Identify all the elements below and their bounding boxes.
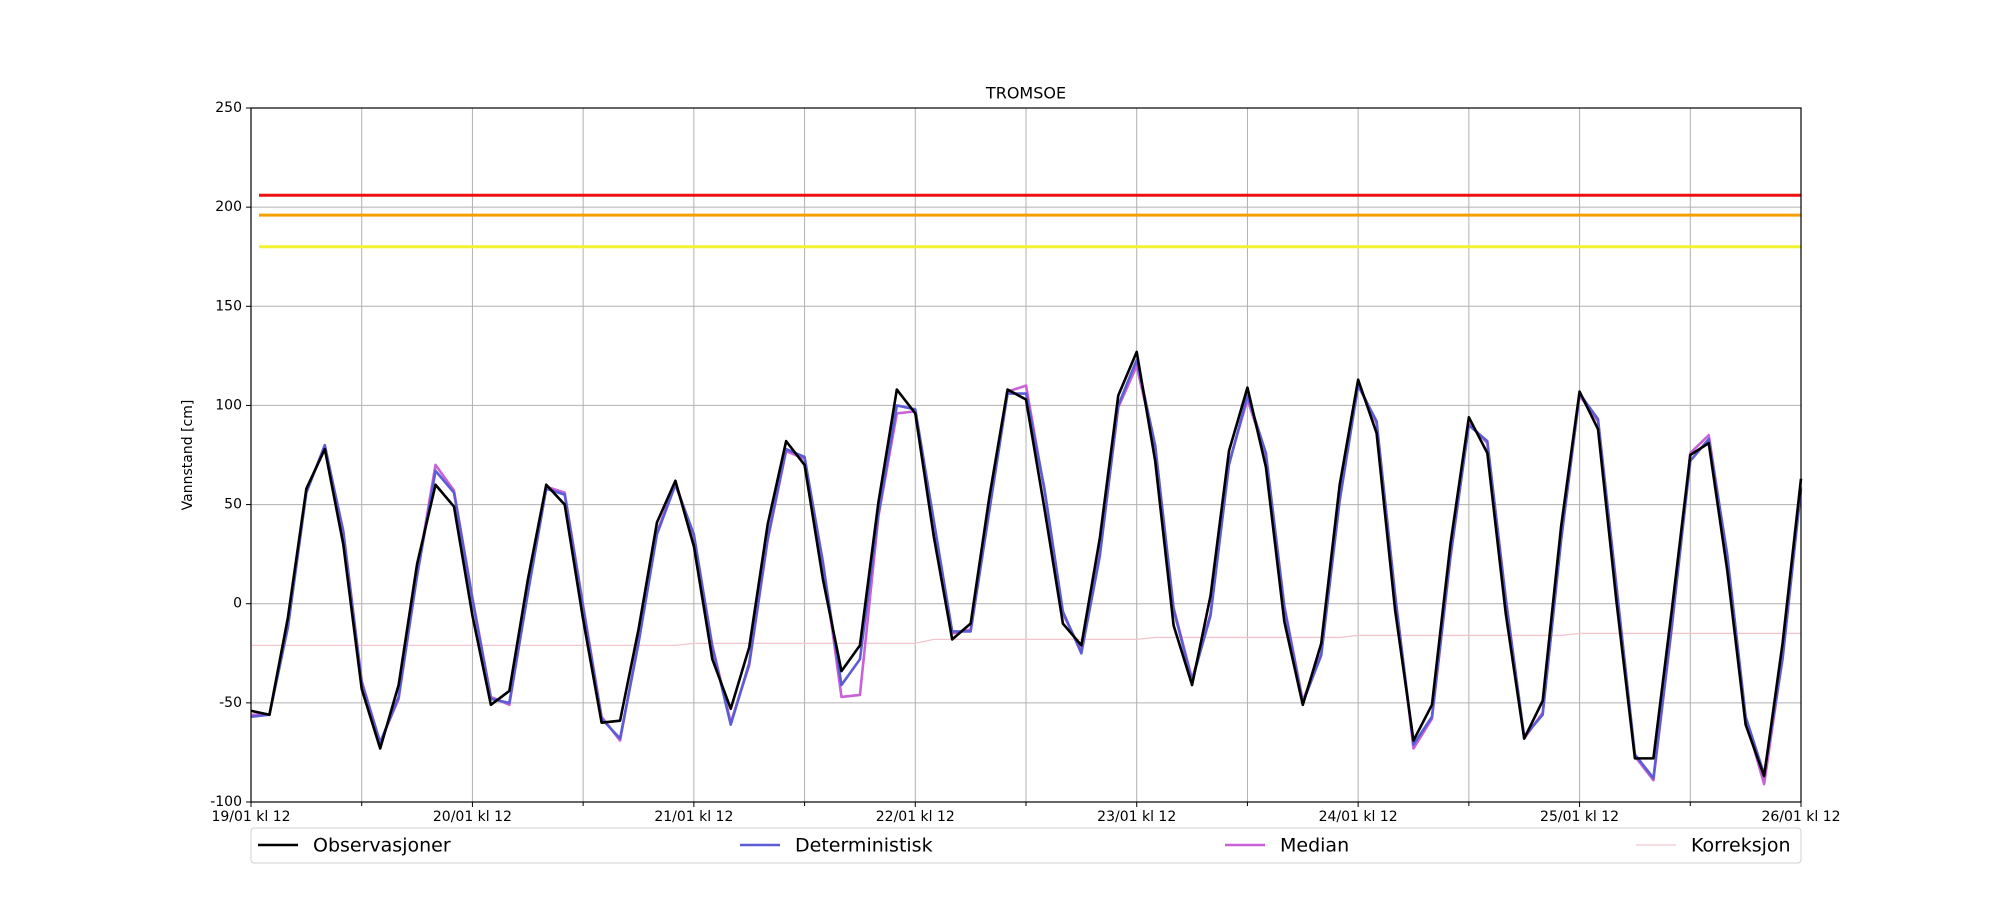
y-tick-label: 100 (215, 397, 242, 413)
y-tick-label: 250 (215, 100, 242, 116)
series-line (250, 350, 1803, 778)
x-tick-label: 25/01 kl 12 (1540, 809, 1619, 825)
legend-label: Korreksjon (1691, 835, 1791, 857)
x-tick-label: 22/01 kl 12 (876, 809, 955, 825)
x-tick-label: 19/01 kl 12 (211, 809, 290, 825)
y-tick-label: -50 (219, 695, 242, 711)
y-axis-label: Vannstand [cm] (180, 400, 196, 511)
x-tick-label: 20/01 kl 12 (433, 809, 512, 825)
x-tick-label: 26/01 kl 12 (1761, 809, 1840, 825)
y-tick-label: 150 (215, 298, 242, 314)
y-tick-label: 50 (224, 497, 242, 513)
x-tick-label: 24/01 kl 12 (1319, 809, 1398, 825)
y-tick-label: 0 (233, 596, 242, 612)
y-tick-label: 200 (215, 199, 242, 215)
legend-label: Observasjoner (313, 835, 451, 857)
legend-label: Deterministisk (795, 835, 933, 857)
legend-box (250, 827, 1802, 864)
x-tick-label: 21/01 kl 12 (654, 809, 733, 825)
y-tick-label: -100 (210, 794, 242, 810)
legend-label: Median (1280, 835, 1349, 857)
series-line (251, 632, 1801, 646)
x-tick-label: 23/01 kl 12 (1097, 809, 1176, 825)
plot-frame (250, 107, 1802, 803)
chart-title: TROMSOE (985, 84, 1066, 103)
series-line (250, 358, 1803, 780)
